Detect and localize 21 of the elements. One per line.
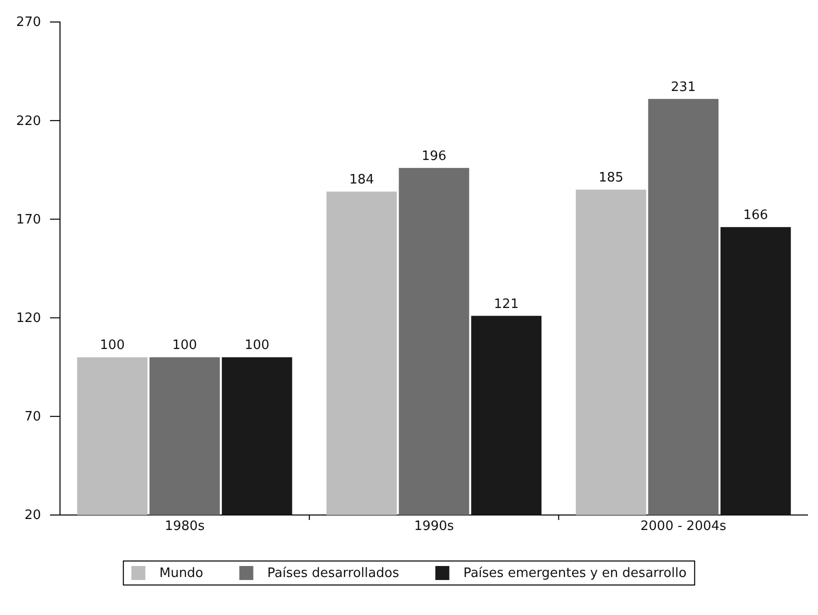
y-tick-label: 120	[16, 310, 41, 326]
data-label: 184	[349, 172, 374, 188]
y-tick-label: 70	[24, 410, 41, 425]
x-tick-label: 2000 - 2004s	[640, 519, 727, 534]
data-label: 231	[670, 80, 696, 95]
data-label: 100	[172, 338, 198, 354]
y-tick-label: 20	[24, 508, 41, 524]
y-tick-label: 170	[16, 212, 41, 228]
data-label: 185	[598, 170, 624, 186]
data-label: 196	[422, 148, 446, 164]
data-label: 166	[743, 208, 768, 224]
x-tick-label: 1980s	[164, 519, 205, 534]
y-tick-label: 220	[16, 114, 41, 129]
legend-label: Mundo	[159, 566, 204, 581]
data-label: 121	[494, 296, 519, 312]
data-label: 100	[244, 338, 270, 354]
data-label: 100	[100, 338, 125, 354]
x-tick-label: 1990s	[414, 519, 454, 534]
legend-label: Países desarrollados	[267, 566, 400, 581]
legend-label: Países emergentes y en desarrollo	[463, 566, 687, 581]
y-tick-label: 270	[16, 15, 41, 30]
